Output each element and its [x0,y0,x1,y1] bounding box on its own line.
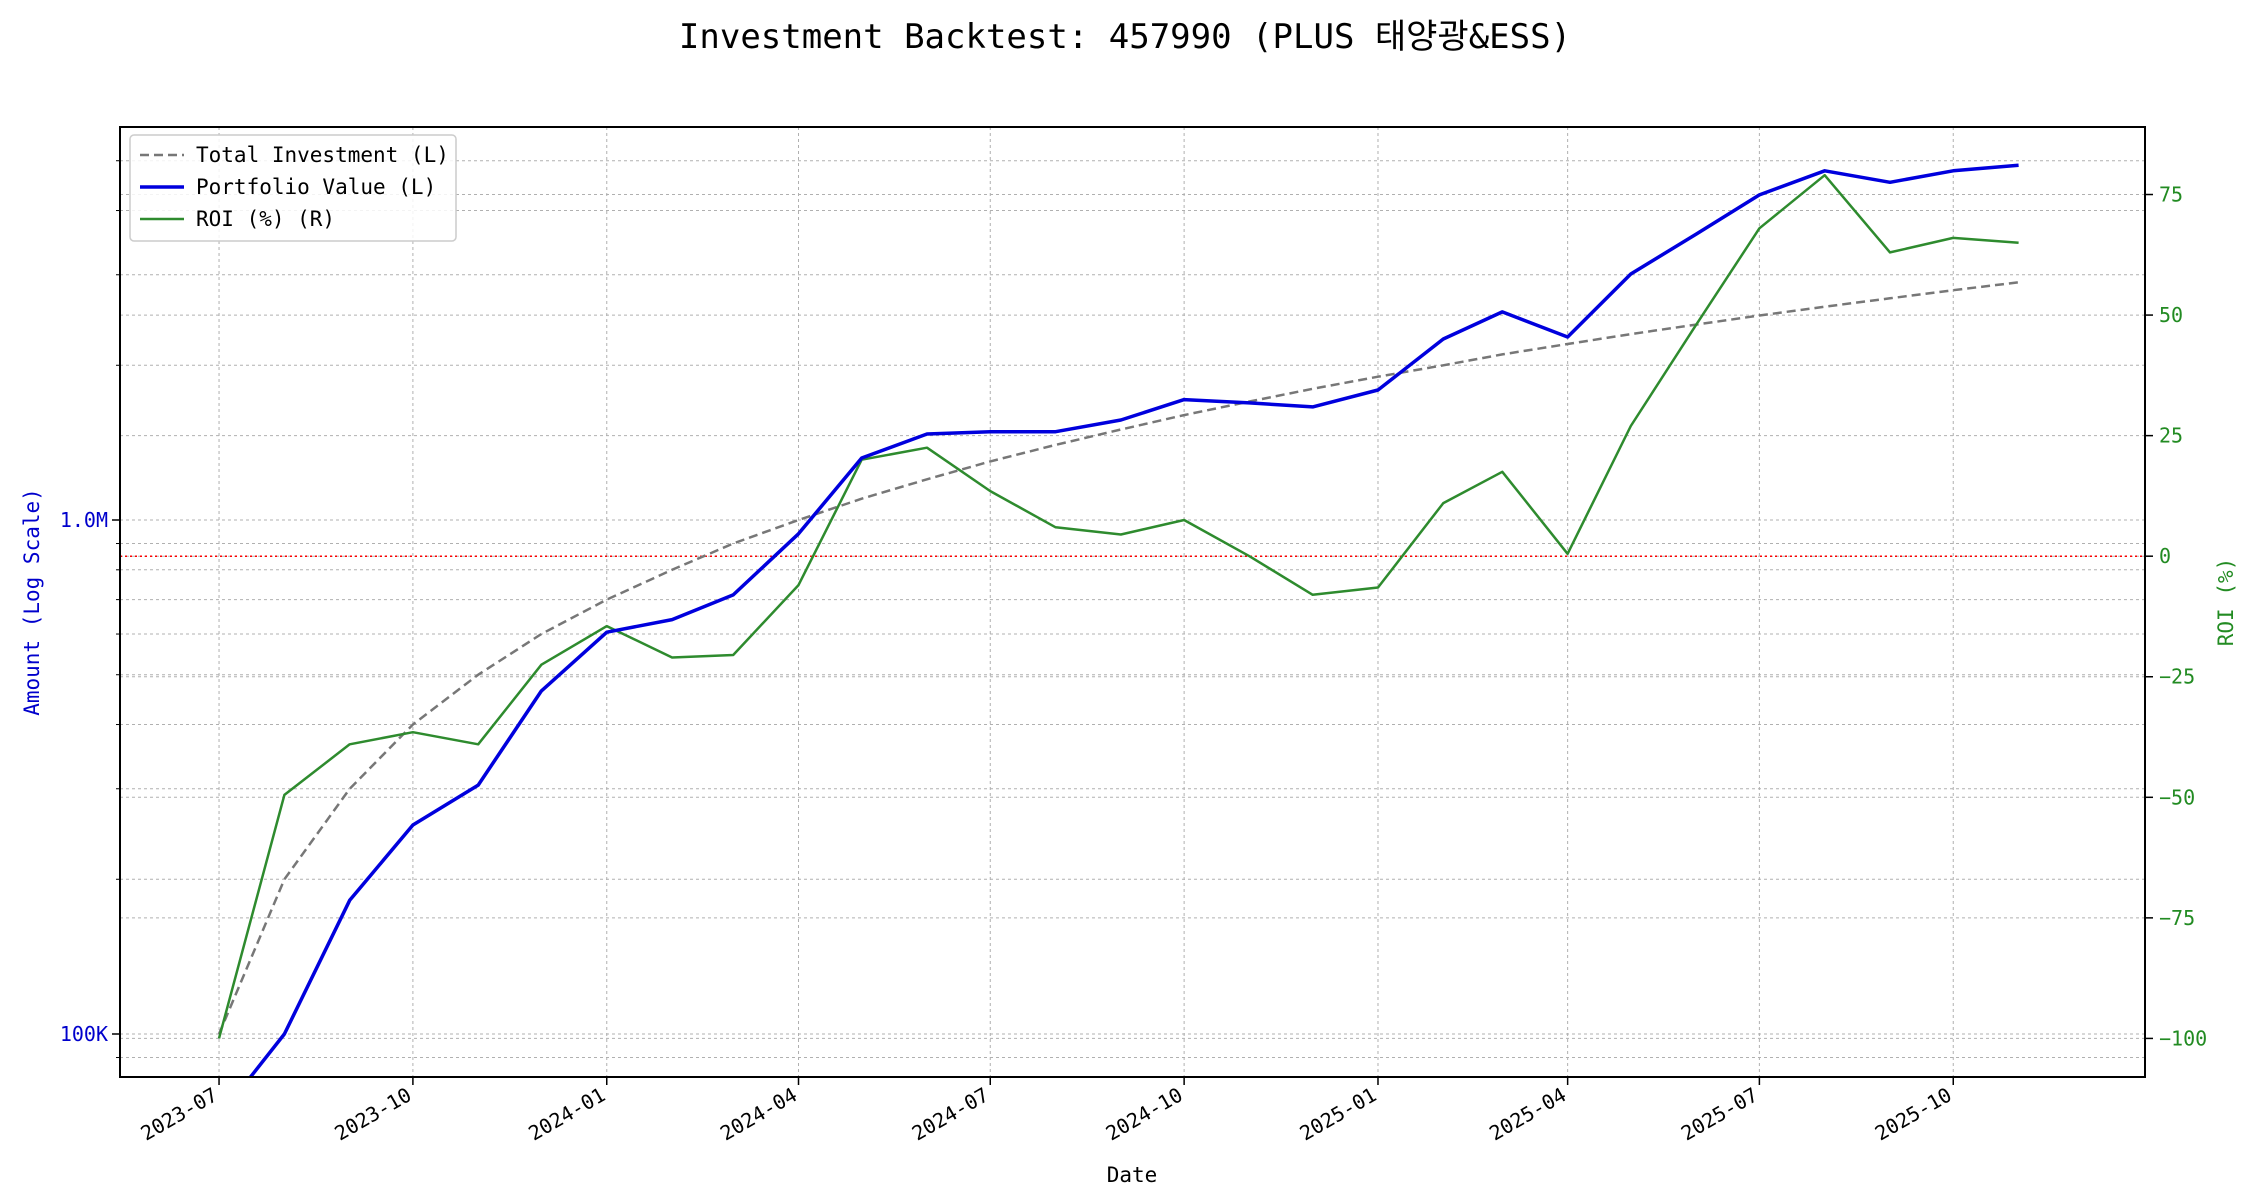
y-right-tick-label: −50 [2159,785,2195,809]
x-tick-label: 2025-04 [1485,1083,1570,1146]
x-tick-label: 2023-10 [330,1083,415,1146]
legend: Total Investment (L) Portfolio Value (L) R… [129,134,457,242]
y-right-tick-label: −100 [2159,1026,2207,1050]
x-tick-label: 2024-01 [524,1083,609,1146]
legend-label: Portfolio Value (L) [196,175,436,199]
y-left-tick-label: 1.0M [60,508,108,532]
y-axis-right-label: ROI (%) [2214,558,2238,647]
x-tick-label: 2025-07 [1677,1083,1762,1146]
series-layer [217,163,2019,1077]
plot-frame [119,126,2146,1078]
grid [120,127,2145,1077]
x-tick-label: 2025-01 [1295,1083,1380,1146]
legend-label: ROI (%) (R) [196,207,335,231]
y-right-tick-label: 75 [2159,183,2183,207]
portfolio-value-line [248,163,2019,1077]
x-tick-label: 2024-07 [908,1083,993,1146]
x-tick-label: 2023-07 [137,1083,222,1146]
x-axis-ticks: 2023-07 2023-10 2024-01 2024-04 2024-07 2024-… [137,1077,1956,1145]
x-tick-label: 2024-10 [1102,1083,1187,1146]
y-right-tick-label: 0 [2159,544,2171,568]
y-left-tick-label: 100K [60,1022,108,1046]
legend-box [129,134,457,242]
y-right-tick-label: 25 [2159,424,2183,448]
total-investment-line [217,281,2019,1035]
roi-line [217,173,2019,1039]
x-axis-label: Date [1107,1163,1158,1187]
chart-title: Investment Backtest: 457990 (PLUS 태양광&ES… [679,17,1571,57]
right-axis-ticks: −100 −75 −50 −25 0 25 50 75 [2145,183,2207,1050]
left-axis-ticks: 100K 1.0M [60,160,120,1059]
x-tick-label: 2024-04 [716,1083,801,1146]
y-axis-left-label: Amount (Log Scale) [20,488,44,716]
legend-label: Total Investment (L) [196,143,449,167]
y-right-tick-label: −25 [2159,665,2195,689]
y-right-tick-label: −75 [2159,906,2195,930]
y-right-tick-label: 50 [2159,303,2183,327]
x-tick-label: 2025-10 [1871,1083,1956,1146]
